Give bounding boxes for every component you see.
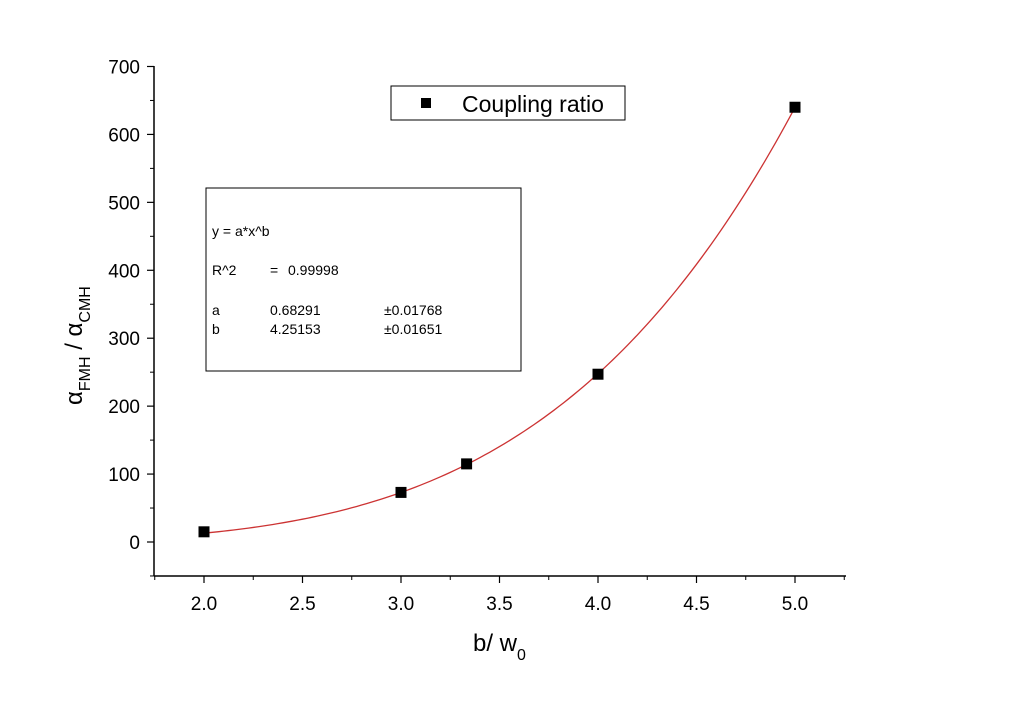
y-tick-label: 700	[108, 57, 140, 78]
data-point	[395, 486, 407, 498]
data-point	[198, 526, 210, 538]
fit-stats-box: y = a*x^b R^2 = 0.99998 a 0.68291 ±0.017…	[205, 187, 522, 372]
y-axis-title: αFMH / αCMH	[61, 286, 94, 405]
x-axis-title-main: b/ w	[473, 630, 518, 657]
y-tick-label: 400	[108, 261, 140, 282]
data-point	[789, 101, 801, 113]
y-axis-title-sub2: CMH	[77, 286, 94, 322]
fit-r2-eq: =	[270, 262, 278, 278]
x-tick-label: 3.5	[486, 594, 512, 615]
x-tick-label: 4.0	[585, 594, 611, 615]
y-tick-label: 100	[108, 465, 140, 486]
y-tick-label: 0	[129, 533, 140, 554]
legend: Coupling ratio	[390, 85, 626, 121]
x-tick-label: 2.0	[191, 594, 217, 615]
x-tick-label: 4.5	[683, 594, 709, 615]
fit-param-b-value: 4.25153	[270, 321, 321, 337]
x-tick-label: 2.5	[289, 594, 315, 615]
y-axis-title-sub1: FMH	[77, 356, 94, 391]
x-ticks: 2.0 2.5 3.0 3.5 4.0 4.5 5.0	[154, 576, 845, 615]
x-axis-title: b/ w0	[473, 630, 526, 664]
fit-equation: y = a*x^b	[212, 223, 270, 239]
fit-param-a-name: a	[212, 302, 220, 318]
y-tick-label: 200	[108, 397, 140, 418]
y-axis-title-sep: /	[61, 336, 88, 356]
fit-curve	[203, 107, 796, 534]
fit-stats-frame	[205, 187, 522, 372]
fit-param-b-name: b	[212, 321, 220, 337]
fit-param-b-error: ±0.01651	[384, 321, 443, 337]
fit-param-a-error: ±0.01768	[384, 302, 443, 318]
y-tick-label: 600	[108, 125, 140, 146]
x-axis-title-sub: 0	[517, 647, 526, 664]
fit-r2-value: 0.99998	[288, 262, 339, 278]
legend-label: Coupling ratio	[462, 91, 604, 117]
x-tick-label: 5.0	[782, 594, 808, 615]
y-ticks: 0 100 200 300 400 500 600 700	[108, 57, 154, 577]
y-tick-label: 500	[108, 193, 140, 214]
data-points	[198, 101, 801, 538]
data-point	[461, 458, 473, 470]
fit-r2-label: R^2	[212, 262, 237, 278]
legend-marker	[421, 98, 431, 108]
data-point	[592, 368, 604, 380]
y-axis-title-alpha1: α	[61, 391, 88, 405]
y-axis-title-alpha2: α	[61, 322, 88, 336]
x-tick-label: 3.0	[388, 594, 414, 615]
y-tick-label: 300	[108, 329, 140, 350]
fit-param-a-value: 0.68291	[270, 302, 321, 318]
